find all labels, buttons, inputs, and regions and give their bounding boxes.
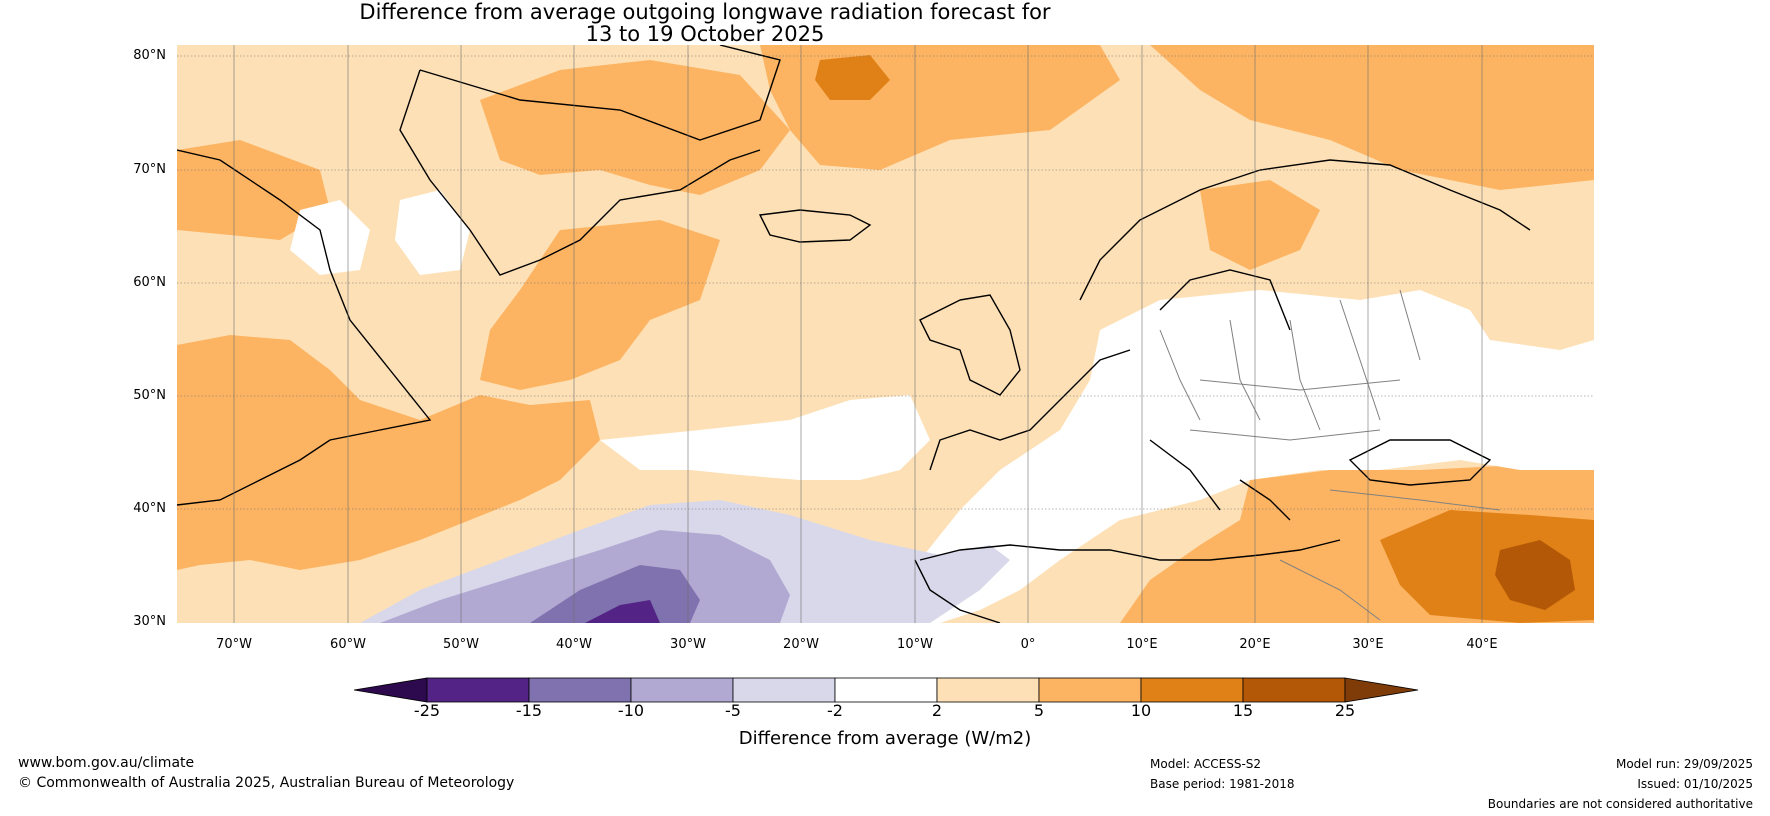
colorbar-bin-3 bbox=[630, 677, 734, 703]
colorbar-bin-8 bbox=[1140, 677, 1244, 703]
coastline-british-isles bbox=[919, 294, 1021, 396]
graticule bbox=[177, 55, 1594, 510]
neutral-region-davis-strait bbox=[290, 200, 370, 275]
colorbar-tick-5: 5 bbox=[1033, 701, 1045, 720]
lon-label-30e: 30°E bbox=[1352, 637, 1384, 652]
colorbar-bin-1 bbox=[426, 677, 530, 703]
meridians bbox=[233, 45, 1483, 623]
footer-copyright: © Commonwealth of Australia 2025, Austra… bbox=[18, 775, 515, 791]
positive-region-north-atlantic bbox=[480, 60, 790, 195]
colorbar-extend-max bbox=[1344, 677, 1419, 703]
lat-label-50n: 50°N bbox=[133, 388, 166, 403]
positive-region-mid-atlantic bbox=[480, 220, 720, 390]
positive-region-labrador bbox=[177, 335, 600, 570]
colorbar-bin-2 bbox=[528, 677, 632, 703]
coastline-black-sea bbox=[1348, 439, 1492, 486]
lon-label-50w: 50°W bbox=[443, 637, 479, 652]
colorbar-bin-6 bbox=[936, 677, 1040, 703]
lon-label-30w: 30°W bbox=[670, 637, 706, 652]
footer-website-link[interactable]: www.bom.gov.au/climate bbox=[18, 755, 195, 771]
positive-region-scandinavia bbox=[1200, 180, 1320, 270]
neutral-region-greenland-east bbox=[395, 190, 470, 275]
colorbar-bin-9 bbox=[1242, 677, 1346, 703]
lat-label-70n: 70°N bbox=[133, 162, 166, 177]
map-area bbox=[177, 45, 1594, 623]
footer-model-run: Model run: 29/09/2025 bbox=[1615, 757, 1753, 771]
strongly-negative-region bbox=[585, 600, 660, 623]
coastlines bbox=[177, 45, 1531, 623]
strong-positive-region-greenland-sea bbox=[815, 55, 890, 100]
coastline-canada bbox=[177, 149, 432, 506]
footer-boundaries-note: Boundaries are not considered authoritat… bbox=[1487, 797, 1753, 811]
colorbar-bin-4 bbox=[732, 677, 836, 703]
colorbar-tick-minus-25: -25 bbox=[413, 701, 441, 720]
lat-label-60n: 60°N bbox=[133, 275, 166, 290]
coastline-iceland bbox=[758, 209, 872, 243]
lon-label-40w: 40°W bbox=[556, 637, 592, 652]
footer-model: Model: ACCESS-S2 bbox=[1150, 757, 1262, 771]
colorbar-tick-25: 25 bbox=[1334, 701, 1356, 720]
coastline-africa bbox=[914, 559, 1001, 623]
very-strong-positive-region bbox=[1495, 540, 1575, 610]
lon-label-70w: 70°W bbox=[216, 637, 252, 652]
colorbar-tick-minus-15: -15 bbox=[515, 701, 543, 720]
coastline-scandinavia bbox=[1079, 159, 1531, 331]
lon-label-60w: 60°W bbox=[330, 637, 366, 652]
colorbar-tick-minus-2: -2 bbox=[827, 701, 843, 720]
positive-region-barents bbox=[1150, 45, 1594, 190]
lon-label-40e: 40°E bbox=[1466, 637, 1498, 652]
lat-label-30n: 30°N bbox=[133, 614, 166, 629]
country-borders bbox=[1159, 289, 1501, 621]
coastline-mediterranean bbox=[919, 439, 1341, 561]
lon-label-20e: 20°E bbox=[1239, 637, 1271, 652]
coastline-europe-west bbox=[929, 349, 1131, 471]
positive-region-greenland-west bbox=[177, 140, 330, 240]
colorbar-extend-min bbox=[353, 677, 428, 703]
lat-label-80n: 80°N bbox=[133, 48, 166, 63]
colorbar bbox=[353, 677, 1419, 703]
colorbar-tick-10: 10 bbox=[1130, 701, 1152, 720]
colorbar-tick-minus-10: -10 bbox=[617, 701, 645, 720]
colorbar-tick-2: 2 bbox=[931, 701, 943, 720]
lon-label-20w: 20°W bbox=[783, 637, 819, 652]
neutral-region-europe bbox=[900, 290, 1594, 623]
colorbar-bin-7 bbox=[1038, 677, 1142, 703]
map-title-line-1: Difference from average outgoing longwav… bbox=[359, 0, 1051, 24]
map-title-line-2: 13 to 19 October 2025 bbox=[585, 22, 825, 46]
colorbar-bin-5 bbox=[834, 677, 938, 703]
negative-10-15-region bbox=[530, 565, 700, 623]
footer-base-period: Base period: 1981-2018 bbox=[1150, 777, 1295, 791]
lat-label-40n: 40°N bbox=[133, 501, 166, 516]
lon-label-10w: 10°W bbox=[897, 637, 933, 652]
neutral-region-atlantic bbox=[600, 395, 930, 480]
colorbar-title: Difference from average (W/m2) bbox=[738, 728, 1032, 749]
lon-label-10e: 10°E bbox=[1126, 637, 1158, 652]
colorbar-tick-15: 15 bbox=[1232, 701, 1254, 720]
coastline-greenland bbox=[399, 45, 781, 276]
footer-issued: Issued: 01/10/2025 bbox=[1637, 777, 1753, 791]
colorbar-tick-minus-5: -5 bbox=[725, 701, 741, 720]
lon-label-0: 0° bbox=[1020, 637, 1036, 652]
